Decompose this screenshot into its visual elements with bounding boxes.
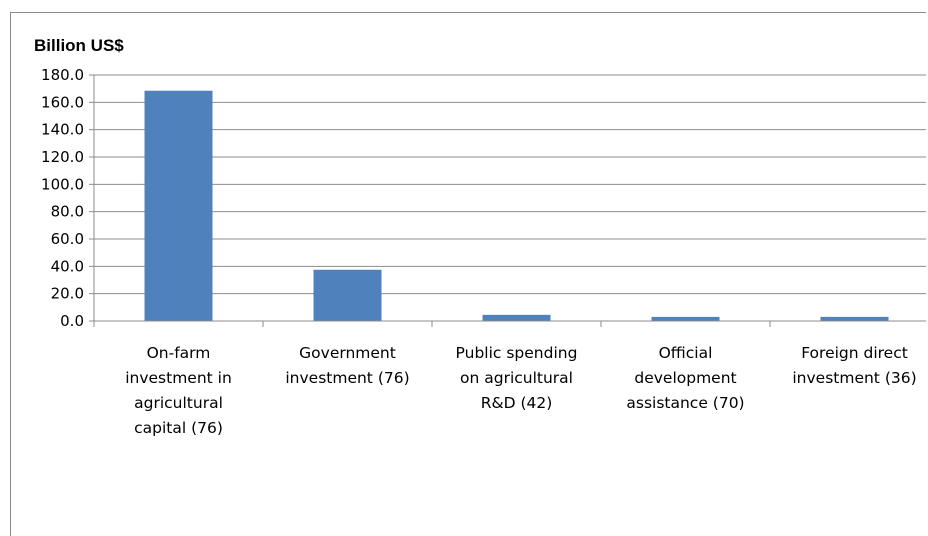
y-tick-label: 140.0	[41, 121, 84, 139]
bar	[144, 90, 213, 321]
y-tick-label: 180.0	[41, 66, 84, 84]
x-category-label-line: investment (76)	[285, 369, 409, 387]
x-category-label-line: investment (36)	[792, 369, 916, 387]
x-category-label-line: assistance (70)	[626, 394, 744, 412]
y-axis-label: Billion US$	[34, 36, 124, 55]
x-category-label-line: On-farm	[147, 344, 211, 362]
x-category-label: Official development assistance (70)	[626, 344, 744, 412]
x-category-label: Government investment (76)	[285, 344, 409, 387]
x-category-label: Foreign direct investment (36)	[792, 344, 916, 387]
x-category-label-line: Government	[299, 344, 396, 362]
x-category-label-line: Public spending	[456, 344, 578, 362]
bar	[482, 314, 551, 321]
y-tick-label: 40.0	[51, 257, 84, 275]
bar	[820, 316, 889, 321]
x-category-label-line: Official	[659, 344, 713, 362]
x-category-label-line: capital (76)	[134, 419, 223, 437]
x-category-label-line: on agricultural	[460, 369, 573, 387]
y-tick-label: 120.0	[41, 148, 84, 166]
bar	[651, 316, 720, 321]
y-tick-label: 0.0	[60, 312, 84, 330]
x-category-label: Public spending on agricultural R&D (42)	[456, 344, 578, 412]
y-tick-label: 80.0	[51, 203, 84, 221]
x-category-label-line: development	[634, 369, 736, 387]
y-tick-label: 60.0	[51, 230, 84, 248]
y-tick-label: 160.0	[41, 93, 84, 111]
x-category-label-line: Foreign direct	[801, 344, 908, 362]
bar	[313, 269, 382, 321]
x-category-label: On-farm investment in agricultural capital …	[125, 344, 232, 437]
x-category-label-line: investment in	[125, 369, 232, 387]
y-tick-label: 20.0	[51, 285, 84, 303]
y-tick-label: 100.0	[41, 175, 84, 193]
x-category-label-line: agricultural	[134, 394, 223, 412]
x-category-label-line: R&D (42)	[481, 394, 553, 412]
